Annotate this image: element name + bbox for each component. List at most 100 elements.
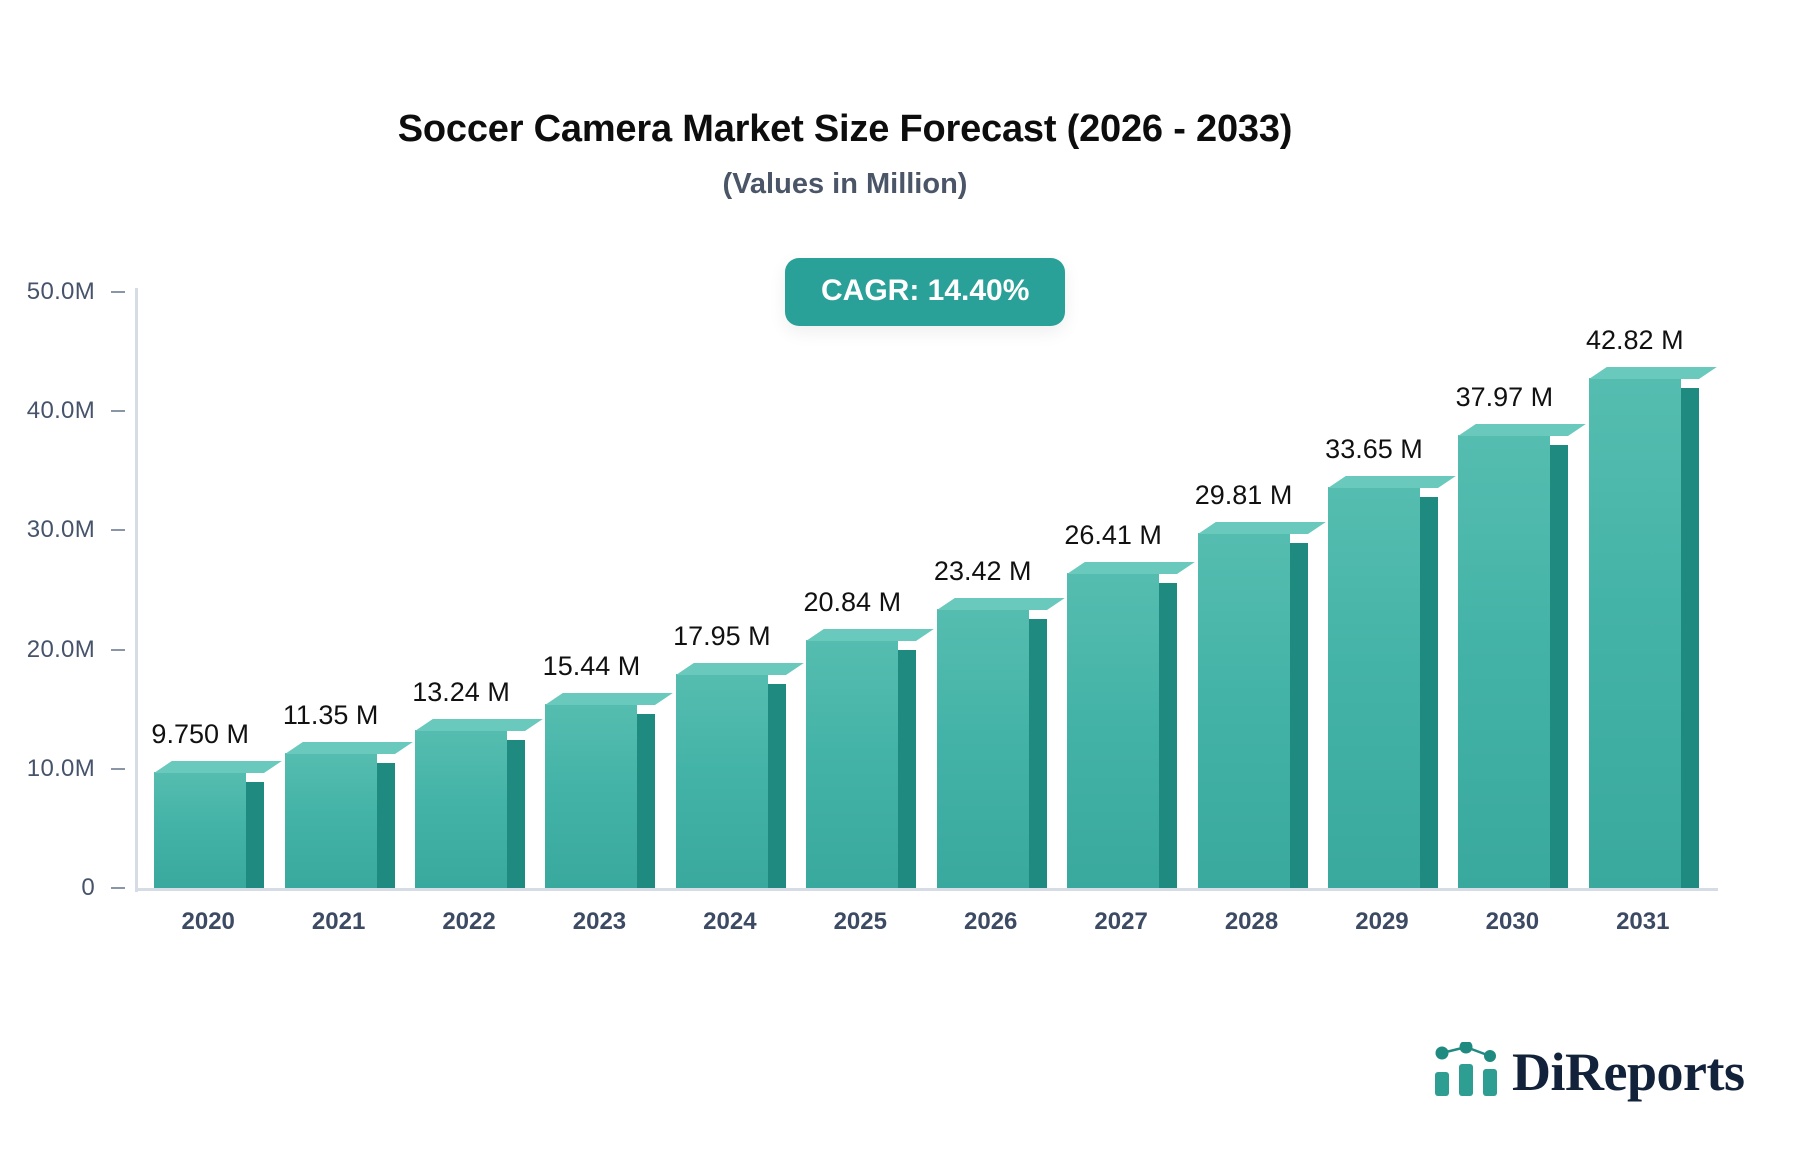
bar-value-label: 26.41 M (1064, 520, 1162, 551)
bar[interactable]: 17.95 M (673, 621, 804, 888)
y-axis-tick-label: 40.0M (26, 397, 95, 425)
y-axis-tick: 50.0M (0, 278, 135, 306)
y-axis-tick-mark (111, 887, 125, 889)
bar-top-face (284, 741, 413, 754)
x-axis-tick-label: 2029 (1355, 908, 1409, 935)
bar-side-face (898, 649, 917, 888)
y-axis-tick: 40.0M (0, 397, 135, 425)
bar[interactable]: 11.35 M (283, 700, 413, 888)
bar-value-label: 13.24 M (412, 677, 510, 708)
bar-front-face (1067, 573, 1160, 888)
bar[interactable]: 29.81 M (1195, 480, 1326, 888)
bar-top-face (1067, 562, 1195, 575)
bar-value-label: 33.65 M (1325, 433, 1423, 464)
bar-value-label: 15.44 M (542, 650, 641, 681)
bar[interactable]: 15.44 M (543, 651, 674, 888)
bar-chart-icon (1435, 1042, 1497, 1096)
bar-value-label: 17.95 M (673, 621, 771, 652)
bar[interactable]: 13.24 M (412, 677, 543, 888)
x-axis-tick-label: 2022 (442, 908, 496, 935)
bar-value-label: 37.97 M (1455, 382, 1554, 413)
bar-top-face (154, 760, 282, 773)
bar-top-face (1588, 366, 1717, 379)
y-axis-tick-label: 0 (81, 874, 95, 901)
y-axis-tick: 0 (0, 874, 135, 902)
bar-value-label: 42.82 M (1586, 324, 1684, 355)
cagr-badge: CAGR: 14.40% (785, 258, 1066, 326)
y-axis-tick-mark (111, 410, 125, 413)
bar[interactable]: 20.84 M (804, 587, 935, 888)
y-axis-tick: 10.0M (0, 755, 135, 783)
bar-top-face (1458, 424, 1587, 437)
bar-front-face (1588, 377, 1681, 888)
bar[interactable]: 26.41 M (1064, 520, 1195, 888)
bar-side-face (637, 713, 656, 888)
bar-front-face (545, 703, 638, 888)
bar-value-label: 11.35 M (282, 699, 379, 730)
x-axis-tick-label: 2021 (311, 908, 366, 935)
bar[interactable]: 37.97 M (1456, 382, 1587, 888)
bar-value-label: 20.84 M (803, 586, 902, 617)
bar-front-face (675, 674, 768, 888)
bar-top-face (1197, 521, 1326, 534)
bar-top-face (806, 628, 935, 641)
bar-value-label: 23.42 M (933, 555, 1032, 586)
y-axis-tick-label: 30.0M (26, 516, 95, 544)
chart-subtitle: (Values in Million) (722, 168, 968, 200)
plot-area: 9.750 M 11.35 M 13.24 M 15.44 M 17.95 M 20.84… (135, 292, 1717, 888)
bar-front-face (806, 639, 899, 888)
bar-front-face (1327, 486, 1420, 888)
y-axis-tick: 20.0M (0, 636, 135, 664)
bar[interactable]: 42.82 M (1586, 325, 1717, 888)
y-axis-tick-mark (111, 767, 125, 770)
bar-side-face (1289, 542, 1308, 888)
y-axis-tick-label: 10.0M (26, 754, 95, 782)
x-axis-tick-label: 2025 (833, 908, 887, 935)
bar-side-face (767, 684, 786, 888)
bar-top-face (1327, 475, 1456, 488)
bar-side-face (507, 740, 526, 888)
bar-front-face (1458, 435, 1551, 888)
brand-logo: DiReports (1432, 1041, 1745, 1102)
y-axis-tick-label: 20.0M (26, 635, 95, 663)
bar-value-label: 29.81 M (1194, 479, 1293, 510)
x-axis-tick-label: 2026 (964, 908, 1018, 935)
bar-top-face (545, 692, 674, 705)
bar-top-face (936, 597, 1065, 610)
x-axis-line (135, 888, 1718, 891)
bar-side-face (1680, 387, 1699, 888)
y-axis-tick: 30.0M (0, 516, 135, 544)
y-axis-tick-label: 50.0M (26, 278, 95, 305)
y-axis-tick-mark (111, 529, 125, 532)
bar-top-face (675, 663, 804, 676)
x-axis-tick-label: 2030 (1485, 908, 1540, 935)
bar[interactable]: 9.750 M (151, 719, 282, 888)
bar-side-face (1419, 496, 1438, 888)
bar-front-face (284, 752, 377, 888)
bar-front-face (936, 608, 1029, 888)
y-axis-tick-mark (111, 291, 125, 293)
x-axis-tick-label: 2031 (1616, 908, 1670, 935)
bar-side-face (1159, 583, 1178, 888)
bar-front-face (154, 771, 247, 888)
bar-value-label: 9.750 M (151, 718, 249, 749)
bar[interactable]: 33.65 M (1325, 434, 1456, 888)
chart-title: Soccer Camera Market Size Forecast (2026… (397, 108, 1293, 150)
x-axis-tick-label: 2024 (703, 908, 757, 935)
bar-side-face (376, 762, 395, 888)
bar-front-face (415, 730, 508, 888)
y-axis-line (135, 288, 138, 892)
x-axis-tick-label: 2028 (1224, 908, 1279, 935)
x-axis-tick-label: 2027 (1094, 908, 1148, 935)
bar-front-face (1197, 532, 1290, 888)
bar-side-face (1028, 618, 1047, 888)
bar-side-face (246, 781, 265, 888)
y-axis-tick-mark (111, 648, 125, 651)
bar-side-face (1550, 445, 1569, 888)
x-axis-tick-label: 2023 (572, 908, 627, 935)
bar-top-face (415, 719, 543, 732)
bar[interactable]: 23.42 M (934, 556, 1065, 888)
x-axis-tick-label: 2020 (181, 908, 235, 935)
brand-name: DiReports (1512, 1041, 1745, 1102)
